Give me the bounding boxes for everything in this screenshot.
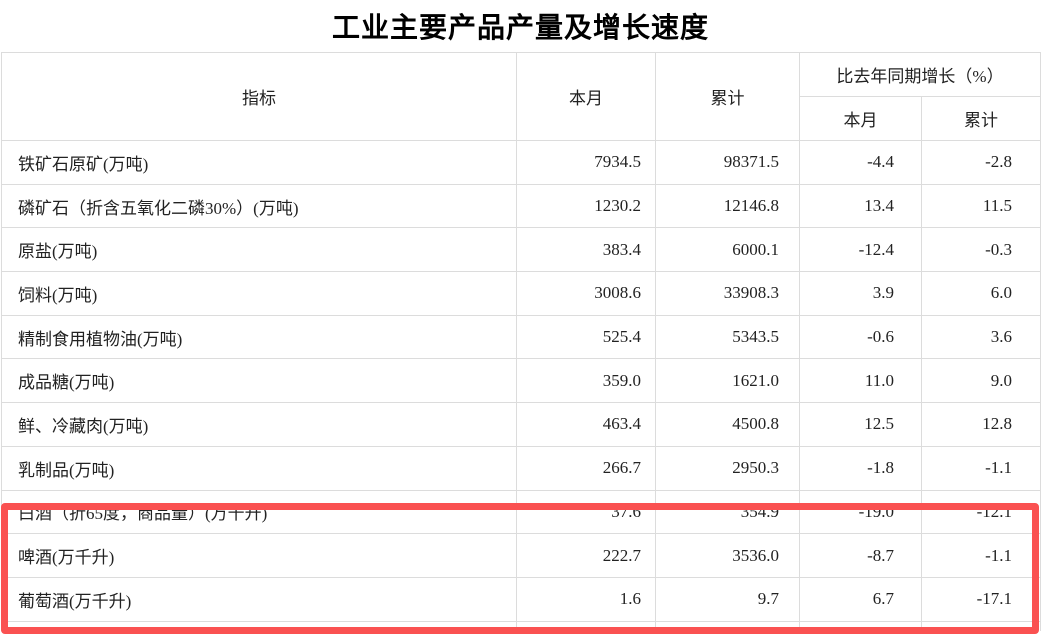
clipped-cell (920, 620, 1041, 632)
month-value-cell: 525.4 (516, 314, 656, 360)
cumulative-value-cell: 4500.8 (655, 402, 800, 447)
clipped-cell (655, 620, 800, 632)
page-title: 工业主要产品产量及增长速度 (331, 13, 709, 44)
growth-cumulative-cell: 6.0 (920, 271, 1041, 316)
col-header-growth-group: 比去年同期增长（%） (798, 52, 1041, 97)
table-row: 磷矿石（折含五氧化二磷30%）(万吨) 1230.2 12146.8 13.4 … (1, 183, 1041, 229)
indicator-cell: 饲料(万吨) (1, 271, 517, 316)
growth-month-cell: 13.4 (799, 183, 922, 229)
indicator-cell: 成品糖(万吨) (1, 358, 517, 404)
table-row: 饲料(万吨) 3008.6 33908.3 3.9 6.0 (1, 271, 1041, 316)
month-value-cell: 463.4 (516, 402, 656, 447)
growth-cumulative-cell: -0.3 (920, 227, 1041, 273)
indicator-cell: 白酒（折65度，商品量）(万千升) (1, 489, 517, 535)
growth-month-cell: -12.4 (799, 227, 922, 273)
growth-month-cell: 3.9 (799, 271, 922, 316)
table-row: 葡萄酒(万千升) 1.6 9.7 6.7 -17.1 (1, 576, 1041, 622)
month-value-cell: 37.6 (516, 489, 656, 535)
col-header-growth-month: 本月 (799, 96, 922, 141)
month-value-cell: 383.4 (516, 227, 656, 273)
growth-cumulative-cell: 3.6 (920, 314, 1041, 360)
growth-month-cell: 12.5 (799, 402, 922, 447)
cumulative-value-cell: 33908.3 (655, 271, 800, 316)
table-row: 原盐(万吨) 383.4 6000.1 -12.4 -0.3 (1, 227, 1041, 273)
growth-month-cell: -8.7 (799, 533, 922, 578)
header-row-2: 本月 累计 (2, 96, 1041, 141)
cumulative-value-cell: 354.9 (655, 489, 800, 535)
indicator-cell: 精制食用植物油(万吨) (1, 314, 517, 360)
growth-cumulative-cell: -17.1 (920, 576, 1041, 622)
growth-cumulative-cell: 12.8 (920, 402, 1041, 447)
month-value-cell: 1.6 (516, 576, 656, 622)
col-header-cumulative: 累计 (655, 52, 800, 141)
cumulative-value-cell: 6000.1 (655, 227, 800, 273)
month-value-cell: 359.0 (516, 358, 656, 404)
month-value-cell: 3008.6 (516, 271, 656, 316)
indicator-cell: 啤酒(万千升) (1, 533, 517, 578)
products-table: 指标 本月 累计 比去年同期增长（%） 本月 累计 铁矿石原矿(万吨) 7934… (1, 52, 1041, 632)
cumulative-value-cell: 3536.0 (655, 533, 800, 578)
table-body: 铁矿石原矿(万吨) 7934.5 98371.5 -4.4 -2.8 磷矿石（折… (1, 140, 1041, 632)
clipped-next-row (1, 620, 1041, 632)
growth-month-cell: -0.6 (799, 314, 922, 360)
table-row: 啤酒(万千升) 222.7 3536.0 -8.7 -1.1 (1, 533, 1041, 578)
cumulative-value-cell: 9.7 (655, 576, 800, 622)
indicator-cell: 原盐(万吨) (1, 227, 517, 273)
table-row: 白酒（折65度，商品量）(万千升) 37.6 354.9 -19.0 -12.1 (1, 489, 1041, 535)
growth-month-cell: -4.4 (799, 140, 922, 185)
indicator-cell: 葡萄酒(万千升) (1, 576, 517, 622)
growth-month-cell: 6.7 (799, 576, 922, 622)
col-header-growth-cumulative: 累计 (920, 96, 1041, 141)
indicator-cell: 鲜、冷藏肉(万吨) (1, 402, 517, 447)
cumulative-value-cell: 2950.3 (655, 445, 800, 491)
clipped-cell (799, 620, 922, 632)
month-value-cell: 7934.5 (516, 140, 656, 185)
growth-month-cell: -19.0 (799, 489, 922, 535)
cumulative-value-cell: 12146.8 (655, 183, 800, 229)
growth-month-cell: -1.8 (799, 445, 922, 491)
growth-cumulative-cell: -12.1 (920, 489, 1041, 535)
indicator-cell: 铁矿石原矿(万吨) (1, 140, 517, 185)
growth-cumulative-cell: 11.5 (920, 183, 1041, 229)
table-row: 铁矿石原矿(万吨) 7934.5 98371.5 -4.4 -2.8 (1, 140, 1041, 185)
indicator-cell: 乳制品(万吨) (1, 445, 517, 491)
month-value-cell: 222.7 (516, 533, 656, 578)
clipped-cell (1, 620, 517, 632)
clipped-cell (516, 620, 656, 632)
cumulative-value-cell: 5343.5 (655, 314, 800, 360)
table-row: 成品糖(万吨) 359.0 1621.0 11.0 9.0 (1, 358, 1041, 404)
cumulative-value-cell: 98371.5 (655, 140, 800, 185)
col-header-month: 本月 (516, 52, 656, 141)
table-header: 指标 本月 累计 比去年同期增长（%） 本月 累计 (1, 52, 1041, 141)
month-value-cell: 1230.2 (516, 183, 656, 229)
table-row: 鲜、冷藏肉(万吨) 463.4 4500.8 12.5 12.8 (1, 402, 1041, 447)
growth-cumulative-cell: 9.0 (920, 358, 1041, 404)
growth-cumulative-cell: -2.8 (920, 140, 1041, 185)
growth-cumulative-cell: -1.1 (920, 533, 1041, 578)
header-row-1: 指标 本月 累计 比去年同期增长（%） (1, 52, 1041, 141)
col-header-indicator: 指标 (1, 52, 517, 141)
growth-cumulative-cell: -1.1 (920, 445, 1041, 491)
table-row: 精制食用植物油(万吨) 525.4 5343.5 -0.6 3.6 (1, 314, 1041, 360)
growth-month-cell: 11.0 (799, 358, 922, 404)
cumulative-value-cell: 1621.0 (655, 358, 800, 404)
table-row: 乳制品(万吨) 266.7 2950.3 -1.8 -1.1 (1, 445, 1041, 491)
month-value-cell: 266.7 (516, 445, 656, 491)
indicator-cell: 磷矿石（折含五氧化二磷30%）(万吨) (1, 183, 517, 229)
